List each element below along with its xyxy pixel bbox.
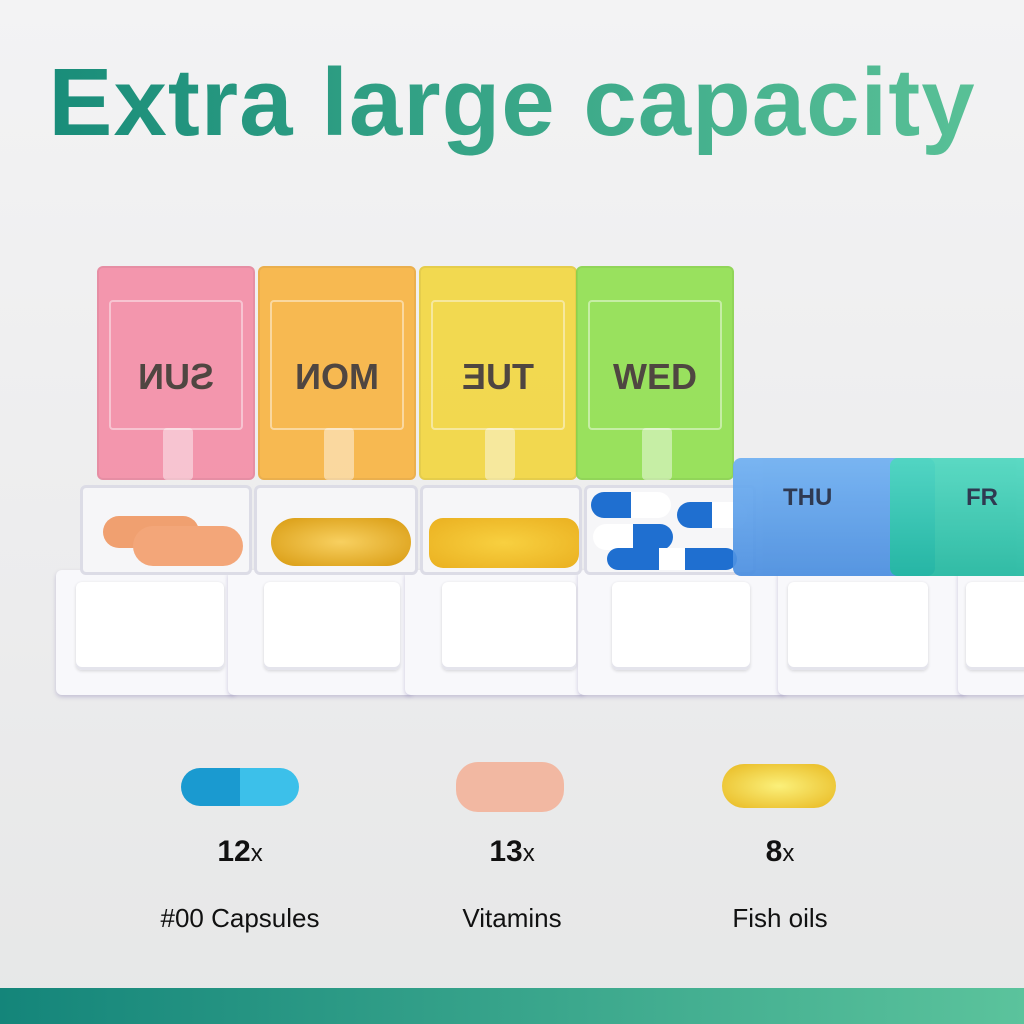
door-mon[interactable]	[264, 582, 400, 670]
capacity-vitamins: 13x Vitamins	[392, 760, 632, 934]
item-name: Vitamins	[462, 903, 562, 933]
footer-bar	[0, 988, 1024, 1024]
lid-mon[interactable]: MON	[258, 266, 416, 480]
lid-label: SUN	[138, 356, 215, 397]
capacity-fish-oils: 8x Fish oils	[660, 760, 900, 934]
item-name: Fish oils	[732, 903, 828, 933]
lid-tue[interactable]: TUE	[419, 266, 577, 480]
compartment-sun	[80, 485, 252, 575]
tablet-icon	[456, 762, 564, 812]
door-thu[interactable]	[788, 582, 928, 670]
door-wed[interactable]	[612, 582, 750, 670]
capacity-capsules: 12x #00 Capsules	[120, 760, 360, 934]
lid-fri[interactable]: FR	[890, 458, 1024, 576]
door-tue[interactable]	[442, 582, 576, 670]
lid-wed[interactable]: WED	[576, 266, 734, 480]
compartment-mon	[254, 485, 418, 575]
count-value: 8	[765, 835, 783, 868]
count-value: 12	[217, 835, 251, 868]
softgel-icon	[722, 764, 836, 808]
door-fri[interactable]	[966, 582, 1024, 670]
compartment-tue	[420, 485, 582, 575]
count-value: 13	[489, 835, 523, 868]
door-sun[interactable]	[76, 582, 224, 670]
headline: Extra large capacity	[0, 48, 1024, 158]
lid-label: MON	[295, 356, 379, 397]
lid-label: THU	[783, 484, 833, 511]
compartment-wed	[584, 485, 756, 575]
lid-label: WED	[613, 356, 697, 397]
lid-label: TUE	[462, 356, 534, 397]
lid-label: FR	[966, 484, 998, 511]
lid-sun[interactable]: SUN	[97, 266, 255, 480]
capsule-icon	[181, 768, 299, 806]
item-name: #00 Capsules	[160, 903, 320, 933]
